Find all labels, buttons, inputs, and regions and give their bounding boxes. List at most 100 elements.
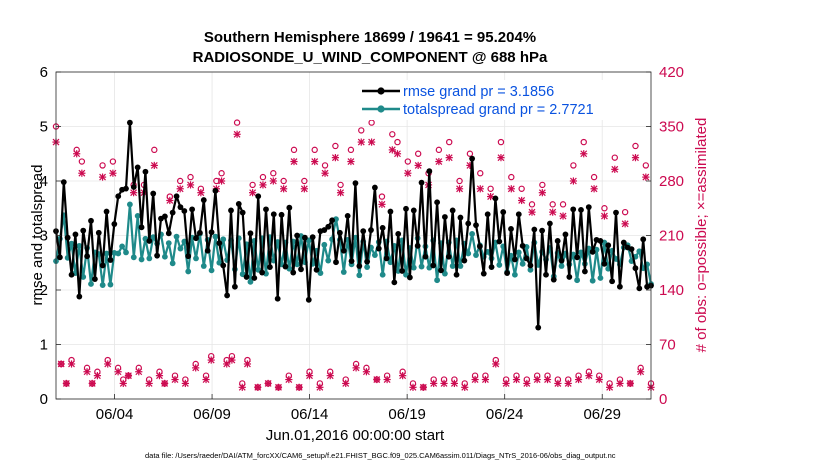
legend: rmse grand pr = 3.1856 totalspread grand… (360, 80, 647, 120)
obs-possible-point (477, 170, 484, 177)
obs-assimilated-point (326, 372, 334, 380)
legend-rmse-text: rmse grand pr = 3.1856 (403, 84, 554, 100)
totalspread-point (527, 266, 534, 273)
totalspread-point (340, 269, 347, 275)
totalspread-point (449, 263, 456, 269)
rmse-point (80, 227, 87, 234)
obs-possible-point (259, 173, 267, 181)
totalspread-point (107, 281, 114, 288)
obs-assimilated-point (600, 212, 609, 220)
obs-assimilated-point (393, 150, 402, 158)
y2-tick-label: 280 (659, 173, 684, 190)
obs-assimilated-point (161, 379, 169, 388)
obs-assimilated-point (373, 375, 381, 384)
totalspread-point (173, 233, 180, 240)
totalspread-point (76, 242, 83, 249)
obs-assimilated-point (114, 368, 122, 376)
obs-assimilated-point (316, 383, 324, 391)
rmse-point (585, 204, 592, 211)
obs-possible-point (151, 146, 158, 154)
obs-assimilated-point (67, 360, 76, 368)
obs-assimilated-point (109, 169, 117, 177)
rmse-point (263, 206, 269, 213)
rmse-point (301, 234, 308, 241)
rmse-point (360, 228, 367, 235)
totalspread-point (371, 252, 378, 259)
obs-assimilated-point (78, 169, 86, 177)
rmse-point (134, 164, 141, 171)
totalspread-point (317, 270, 324, 277)
series-lines (53, 119, 654, 331)
rmse-point (344, 212, 351, 219)
obs-possible-point (404, 158, 412, 165)
obs-assimilated-point (264, 379, 272, 388)
totalspread-point (200, 263, 207, 269)
obs-assimilated-point (580, 150, 588, 158)
rmse-point (504, 270, 511, 277)
chart-subtitle: RADIOSONDE_U_WIND_COMPONENT @ 688 hPa (193, 49, 548, 66)
obs-possible-point (549, 201, 556, 208)
obs-assimilated-point (269, 177, 277, 185)
obs-assimilated-point (150, 161, 158, 170)
rmse-point (391, 279, 398, 286)
obs-possible-point (187, 173, 194, 181)
rmse-point (142, 168, 149, 175)
obs-assimilated-point (254, 383, 262, 391)
rmse-point (266, 264, 273, 271)
totalspread-point (519, 260, 526, 267)
totalspread-point (161, 253, 168, 260)
x-tick-label: 06/09 (193, 406, 231, 423)
obs-assimilated-point (228, 356, 236, 364)
obs-assimilated-point (502, 379, 510, 388)
obs-assimilated-point (523, 379, 531, 388)
obs-assimilated-point (538, 189, 546, 197)
totalspread-point (130, 254, 137, 261)
totalspread-point (578, 249, 584, 256)
totalspread-point (441, 270, 448, 277)
obs-assimilated-point (249, 189, 257, 197)
obs-assimilated-point (450, 379, 458, 388)
obs-assimilated-point (73, 150, 81, 158)
rmse-point (609, 278, 616, 285)
rmse-point (348, 258, 355, 265)
rmse-point (488, 264, 495, 271)
totalspread-point (496, 262, 503, 268)
rmse-point (340, 247, 347, 254)
rmse-point (282, 263, 289, 270)
obs-assimilated-point (430, 379, 438, 388)
rmse-point (208, 229, 215, 236)
totalspread-point (469, 230, 476, 237)
rmse-point (95, 229, 102, 236)
totalspread-point (515, 249, 522, 256)
rmse-point (88, 217, 94, 224)
x-tick-label: 06/19 (388, 406, 426, 423)
rmse-point (492, 195, 499, 202)
obs-assimilated-point (564, 379, 572, 388)
rmse-point (333, 259, 339, 266)
obs-assimilated-point (574, 375, 583, 384)
y-tick-label: 2 (40, 282, 48, 299)
rmse-point (543, 271, 549, 278)
obs-possible-point (456, 177, 463, 185)
x-tick-label: 06/24 (486, 406, 524, 423)
totalspread-point (208, 267, 215, 274)
obs-assimilated-point (616, 379, 624, 388)
y2-tick-label: 140 (659, 282, 684, 299)
rmse-point (274, 295, 281, 302)
rmse-point (620, 239, 627, 246)
rmse-point (438, 267, 444, 274)
rmse-point (255, 193, 262, 200)
totalspread-point (115, 250, 122, 257)
totalspread-point (574, 277, 581, 284)
obs-possible-point (321, 162, 329, 169)
obs-assimilated-point (295, 383, 303, 391)
obs-assimilated-point (404, 169, 412, 177)
rmse-point (103, 208, 110, 215)
obs-assimilated-point (57, 360, 65, 368)
totalspread-point (169, 260, 176, 267)
obs-assimilated-point (155, 372, 164, 380)
totalspread-point (193, 255, 199, 262)
rmse-point (628, 246, 635, 253)
obs-assimilated-point (207, 356, 215, 364)
